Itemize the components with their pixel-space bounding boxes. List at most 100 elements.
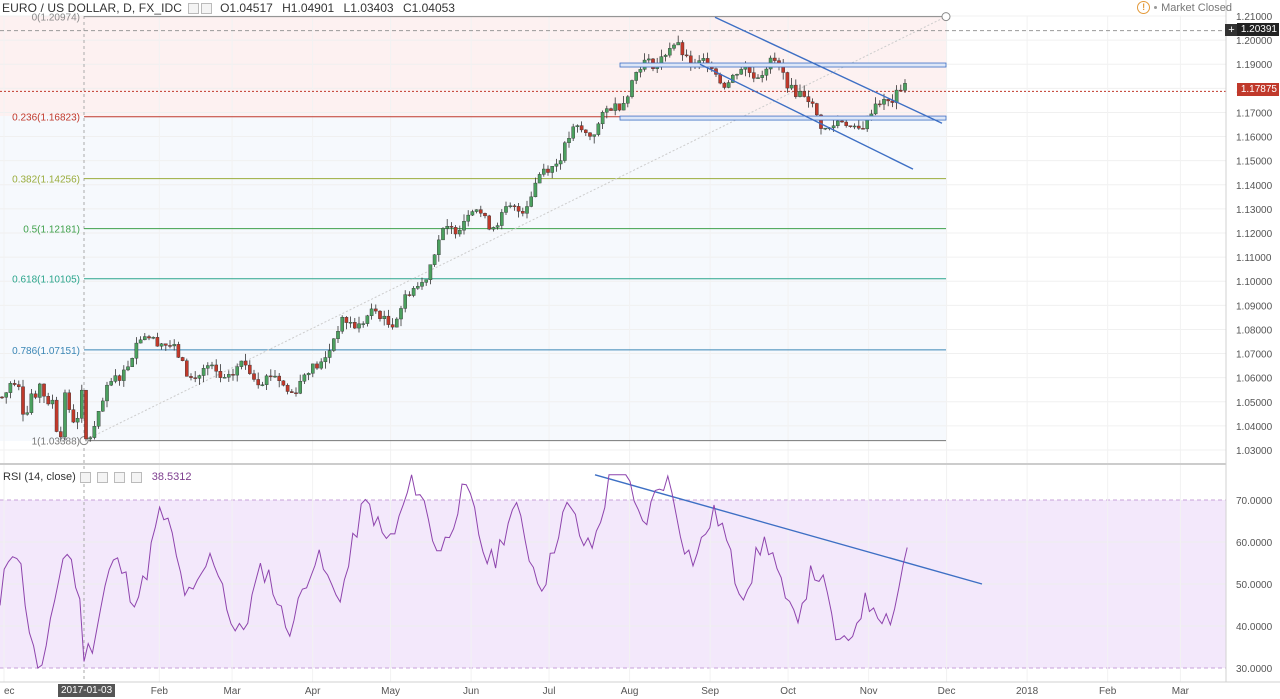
- candle-body: [575, 125, 580, 128]
- candle-body: [760, 75, 764, 78]
- candle-body: [663, 54, 668, 57]
- candle-body: [437, 239, 441, 255]
- visibility-icon[interactable]: [201, 3, 213, 15]
- candle-body: [189, 376, 193, 378]
- fib-level-label: 0.236(1.16823): [12, 113, 80, 124]
- candle-body: [155, 337, 160, 347]
- candle-body: [752, 72, 756, 79]
- channel-upper-line[interactable]: [714, 16, 943, 124]
- close-icon[interactable]: [130, 471, 142, 483]
- candle-body: [348, 322, 353, 324]
- candle-body: [138, 339, 143, 344]
- grid: [0, 15, 1226, 682]
- rsi-trend-line[interactable]: [594, 474, 983, 585]
- header-controls[interactable]: [188, 1, 214, 15]
- candle-body: [512, 205, 517, 208]
- rsi-label[interactable]: RSI (14, close): [3, 471, 76, 483]
- trend-drawings[interactable]: [594, 16, 983, 585]
- resistance-band[interactable]: [619, 62, 947, 68]
- candle-body: [726, 82, 731, 88]
- candle-body: [403, 294, 408, 309]
- candle-body: [399, 308, 403, 320]
- candle-body: [836, 120, 840, 126]
- candle-body: [504, 206, 508, 213]
- candle-body: [861, 128, 865, 130]
- candle-body: [554, 163, 559, 167]
- candle-body: [588, 132, 592, 137]
- candle-body: [395, 318, 399, 328]
- candle-body: [54, 399, 59, 432]
- time-axis[interactable]: ec Feb Mar Apr May Jun Jul Aug Sep Oct Nov Dec 2018 F…: [4, 686, 1190, 697]
- visibility-icon[interactable]: [96, 471, 108, 483]
- candle-body: [218, 371, 223, 378]
- candle-body: [201, 368, 206, 376]
- candle-body: [495, 225, 500, 228]
- candle-body: [235, 366, 240, 376]
- candle-body: [487, 215, 492, 230]
- fib-trend-line[interactable]: [83, 16, 947, 442]
- candle-body: [605, 108, 609, 113]
- market-status: ! Market Closed: [1137, 1, 1232, 14]
- time-tick-label: ec: [4, 686, 15, 697]
- settings-icon[interactable]: [188, 3, 200, 15]
- fib-anchor-handle[interactable]: [941, 12, 951, 22]
- candle-body: [668, 48, 672, 56]
- candle-body: [226, 374, 231, 378]
- symbol-title[interactable]: EURO / US DOLLAR, D, FX_IDC: [2, 1, 183, 15]
- candle-body: [609, 108, 613, 111]
- candle-body: [563, 142, 567, 161]
- settings-icon[interactable]: [79, 471, 91, 483]
- candle-body: [722, 82, 727, 88]
- candle-body: [214, 364, 219, 372]
- candle-body: [96, 411, 101, 427]
- fib-level-label: 0.618(1.10105): [12, 275, 80, 286]
- candle-body: [239, 360, 244, 367]
- candle-body: [269, 375, 273, 378]
- candle-body: [815, 103, 819, 116]
- price-tick-label: 1.19000: [1236, 60, 1273, 71]
- candle-body: [647, 58, 651, 61]
- candle-body: [168, 345, 172, 347]
- time-tick-label: Feb: [1099, 686, 1117, 697]
- candle-body: [458, 229, 462, 235]
- support-band[interactable]: [619, 115, 947, 121]
- candle-body: [256, 379, 261, 386]
- price-axis[interactable]: 1.210001.200001.190001.180001.170001.160…: [1236, 12, 1273, 457]
- candle-body: [466, 214, 471, 222]
- add-icon[interactable]: [113, 471, 125, 483]
- fib-level-label: 0.382(1.14256): [12, 175, 80, 186]
- add-alert-button[interactable]: +: [1225, 24, 1238, 36]
- channel-lower-line[interactable]: [699, 63, 914, 170]
- candle-body: [105, 384, 109, 402]
- candle-body: [453, 227, 458, 235]
- candle-body: [756, 77, 760, 79]
- candle-body: [25, 412, 30, 415]
- candle-body: [126, 366, 130, 371]
- price-tick-label: 1.10000: [1236, 277, 1273, 288]
- candle-body: [630, 80, 634, 97]
- candle-body: [579, 125, 584, 131]
- price-tick-label: 1.09000: [1236, 301, 1273, 312]
- candle-body: [626, 96, 630, 104]
- candle-body: [479, 209, 483, 214]
- rsi-tick-label: 70.0000: [1236, 496, 1273, 507]
- candle-body: [617, 103, 622, 111]
- candle-body: [247, 364, 252, 374]
- candle-body: [823, 127, 827, 130]
- rsi-axis[interactable]: 70.0000 60.0000 50.0000 40.0000 30.0000: [1236, 496, 1273, 675]
- candle-body: [516, 206, 521, 212]
- candle-body: [500, 212, 504, 226]
- time-tick-label: Jun: [463, 686, 479, 697]
- fib-level-label: 1(1.03388): [32, 437, 80, 448]
- rsi-tick-label: 50.0000: [1236, 580, 1273, 591]
- status-dot-icon: [1154, 6, 1158, 9]
- candle-body: [474, 209, 479, 212]
- candle-body: [567, 138, 571, 143]
- candle-body: [357, 323, 361, 329]
- candle-body: [508, 205, 513, 208]
- candle-body: [290, 391, 294, 393]
- candle-body: [260, 384, 265, 386]
- candle-body: [831, 125, 836, 129]
- warning-icon: !: [1137, 1, 1151, 14]
